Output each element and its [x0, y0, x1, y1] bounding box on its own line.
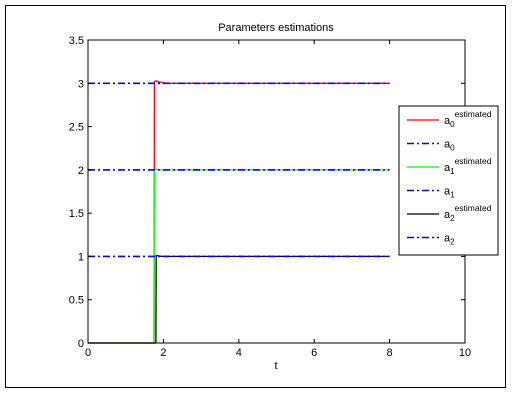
- y-tick-label: 3.5: [69, 35, 84, 47]
- series-line-0: [88, 79, 390, 344]
- y-tick-label: 1.5: [69, 208, 84, 220]
- plot-lines: [88, 79, 390, 344]
- x-tick-label: 8: [387, 347, 393, 359]
- legend-label-5: a2: [444, 233, 455, 247]
- x-tick-label: 4: [236, 347, 242, 359]
- x-tick-label: 2: [160, 347, 166, 359]
- y-tick-label: 3: [78, 78, 84, 90]
- y-tick-label: 2: [78, 165, 84, 177]
- legend-label-1: a0: [444, 139, 455, 153]
- axis-ticks: 0 2 4 6 8 10 0 0.5 1 1.5 2 2.5 3 3.5: [69, 35, 471, 359]
- y-tick-label: 0.5: [69, 295, 84, 307]
- chart-title: Parameters estimations: [218, 22, 334, 34]
- x-tick-label: 10: [459, 347, 471, 359]
- y-tick-label: 2.5: [69, 122, 84, 134]
- x-axis-label: t: [274, 360, 277, 372]
- y-tick-label: 1: [78, 251, 84, 263]
- legend-label-3: a1: [444, 186, 455, 200]
- legend-box: [398, 105, 499, 256]
- x-tick-label: 6: [311, 347, 317, 359]
- series-line-4: [88, 254, 390, 344]
- y-tick-label: 0: [78, 338, 84, 350]
- x-tick-label: 0: [85, 347, 91, 359]
